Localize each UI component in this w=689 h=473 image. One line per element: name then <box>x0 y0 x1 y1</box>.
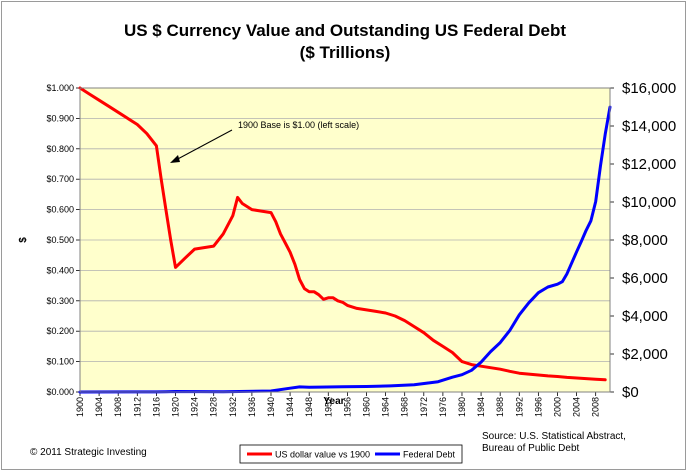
x-tick-label: 1904 <box>94 397 104 417</box>
right-tick-label: $6,000 <box>622 270 668 287</box>
x-tick-label: 1936 <box>247 397 257 417</box>
dollar-value-line <box>78 86 607 382</box>
left-tick-label: $0.200 <box>46 326 74 336</box>
x-tick-label: 1940 <box>266 397 276 417</box>
source-line-1: Source: U.S. Statistical Abstract, <box>482 431 626 442</box>
right-tick-label: $16,000 <box>622 80 676 97</box>
x-tick-label: 1988 <box>495 397 505 417</box>
y-axis-title-left: $ <box>18 237 29 243</box>
left-tick-label: $0.300 <box>46 296 74 306</box>
right-tick-label: $10,000 <box>622 194 676 211</box>
right-axis-ticks: $0 $2,000 $4,000 $6,000 $8,000 $10,000 $12,000… <box>610 80 676 401</box>
right-tick-label: $2,000 <box>622 346 668 363</box>
x-axis-ticks: 1900 1904 1908 1912 1916 1920 1924 1928 1932 1936… <box>75 392 601 417</box>
x-tick-label: 1956 <box>342 397 352 417</box>
copyright-text: © 2011 Strategic Investing <box>30 447 147 458</box>
x-tick-label: 1900 <box>75 397 85 417</box>
right-tick-label: $14,000 <box>622 118 676 135</box>
x-tick-label: 1952 <box>323 397 333 417</box>
right-tick-label: $12,000 <box>622 156 676 173</box>
chart-title-line2: ($ Trillions) <box>300 43 391 62</box>
left-tick-label: $0.500 <box>46 235 74 245</box>
legend-label-dollar: US dollar value vs 1900 <box>275 450 370 460</box>
left-tick-label: $0.400 <box>46 265 74 275</box>
x-tick-label: 1924 <box>190 397 200 417</box>
x-tick-label: 1960 <box>361 397 371 417</box>
x-tick-label: 1984 <box>476 397 486 417</box>
x-tick-label: 1980 <box>457 397 467 417</box>
x-tick-label: 1968 <box>400 397 410 417</box>
x-tick-label: 1908 <box>113 397 123 417</box>
x-tick-label: 1948 <box>304 397 314 417</box>
left-axis-ticks: $0.000 $0.100 $0.200 $0.300 $0.400 $0.500 $0.6… <box>46 83 80 397</box>
left-tick-label: $0.100 <box>46 357 74 367</box>
right-tick-label: $0 <box>622 384 639 401</box>
x-tick-label: 1972 <box>419 397 429 417</box>
right-tick-label: $8,000 <box>622 232 668 249</box>
x-tick-label: 2008 <box>591 397 601 417</box>
x-tick-label: 2000 <box>552 397 562 417</box>
annotation-arrow-head <box>170 155 180 163</box>
x-tick-label: 1944 <box>285 397 295 417</box>
legend-box <box>239 444 463 464</box>
gridlines <box>80 118 610 363</box>
series-lines <box>78 86 612 394</box>
left-tick-label: $0.800 <box>46 144 74 154</box>
x-tick-label: 1964 <box>381 397 391 417</box>
x-tick-label: 1996 <box>533 397 543 417</box>
plot-border <box>79 87 611 393</box>
x-tick-label: 1920 <box>170 397 180 417</box>
x-axis-title: Year <box>323 396 344 407</box>
x-tick-label: 1916 <box>151 397 161 417</box>
x-tick-label: 1976 <box>438 397 448 417</box>
legend: US dollar value vs 1900 Federal Debt <box>239 444 463 464</box>
chart-title-line1: US $ Currency Value and Outstanding US F… <box>124 21 566 40</box>
left-tick-label: $0.600 <box>46 205 74 215</box>
source-line-2: Bureau of Public Debt <box>482 443 580 454</box>
annotation-arrow-line <box>173 129 233 162</box>
x-tick-label: 1912 <box>132 397 142 417</box>
federal-debt-line <box>78 105 612 394</box>
right-tick-label: $4,000 <box>622 308 668 325</box>
x-tick-label: 1992 <box>514 397 524 417</box>
legend-label-debt: Federal Debt <box>403 450 456 460</box>
x-tick-label: 1928 <box>209 397 219 417</box>
left-tick-label: $0.900 <box>46 113 74 123</box>
left-tick-label: $1.000 <box>46 83 74 93</box>
left-tick-label: $0.700 <box>46 174 74 184</box>
x-tick-label: 1932 <box>228 397 238 417</box>
x-tick-label: 2004 <box>572 397 582 417</box>
left-tick-label: $0.000 <box>46 387 74 397</box>
annotation-text: 1900 Base is $1.00 (left scale) <box>238 120 359 130</box>
